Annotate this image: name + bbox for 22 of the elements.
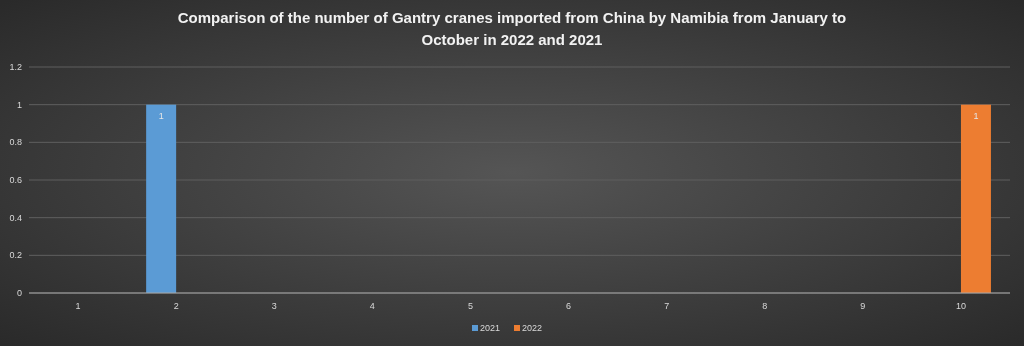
- x-tick-label: 3: [271, 301, 277, 311]
- x-tick-label: 9: [860, 301, 866, 311]
- y-tick-label: 0.8: [9, 137, 22, 148]
- y-tick-label: 0.2: [9, 250, 22, 261]
- y-tick-label: 1.2: [9, 62, 22, 72]
- x-tick-label: 6: [566, 301, 572, 311]
- x-tick-label: 7: [664, 301, 670, 311]
- x-tick-label: 4: [369, 301, 375, 311]
- x-tick-label: 5: [467, 301, 473, 311]
- x-tick-label: 1: [75, 301, 81, 311]
- legend-label: 2022: [522, 323, 543, 333]
- y-tick-label: 0.4: [9, 212, 22, 223]
- x-tick-label: 2: [173, 301, 179, 311]
- y-tick-label: 1: [16, 99, 22, 110]
- x-tick-label: 10: [955, 301, 966, 311]
- x-tick-label: 8: [762, 301, 768, 311]
- chart-title: Comparison of the number of Gantry cranes imported from China by Namibia from January to October in 2022 and 2021: [177, 9, 847, 48]
- y-tick-label: 0: [16, 288, 22, 298]
- data-label: 1: [158, 110, 164, 121]
- legend-label: 2021: [480, 323, 501, 333]
- data-label: 1: [973, 110, 979, 121]
- y-tick-label: 0.6: [9, 175, 22, 185]
